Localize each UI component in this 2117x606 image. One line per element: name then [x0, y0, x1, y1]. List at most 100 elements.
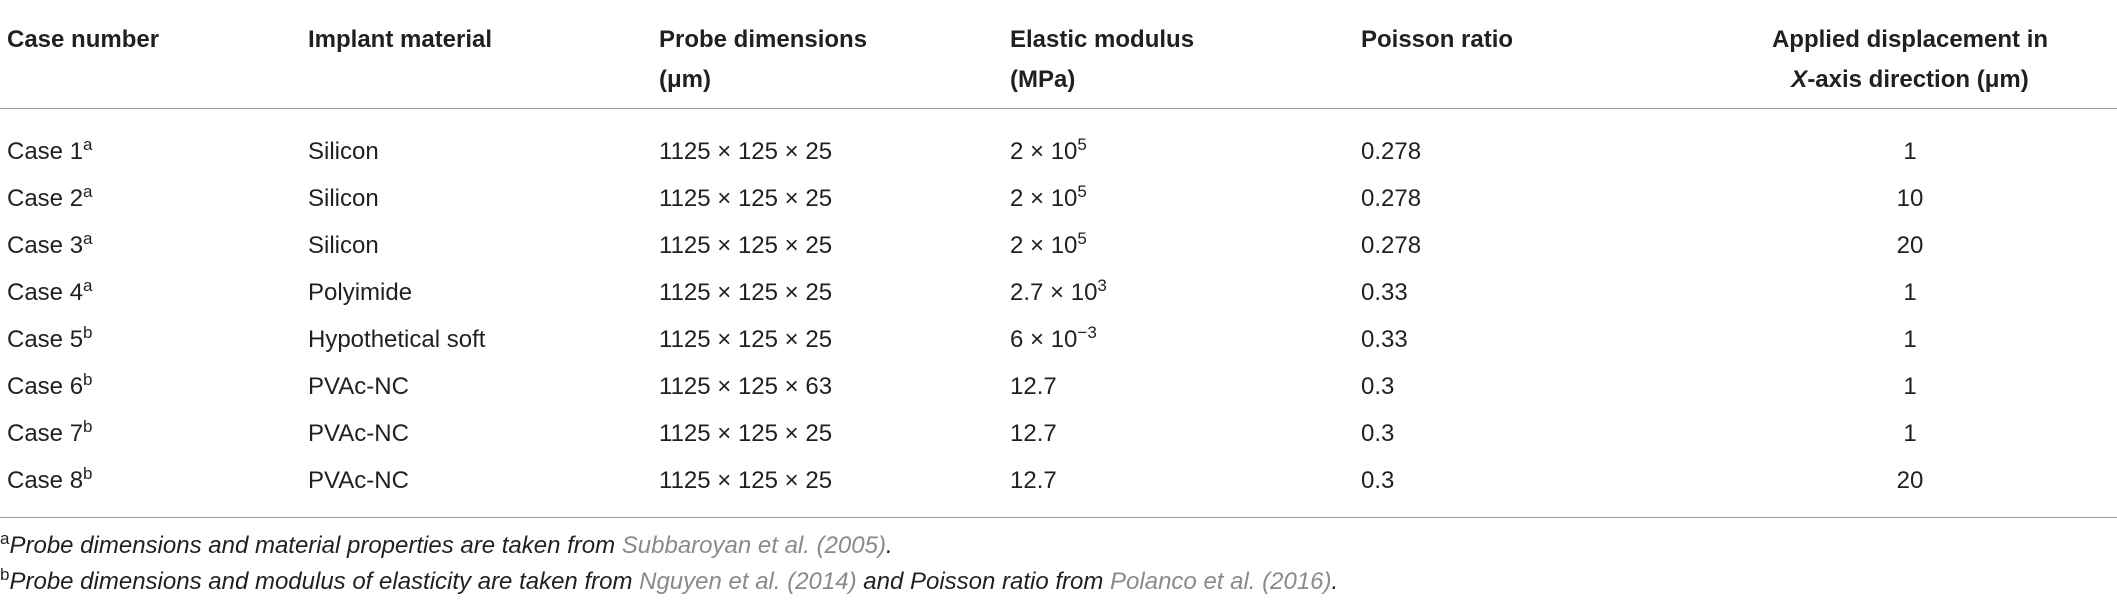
table-cell: Silicon [308, 226, 379, 266]
table-cell: 1125 × 125 × 25 [659, 320, 832, 360]
cell-text: 0.3 [1361, 467, 1395, 494]
table-cell: 20 [1660, 461, 2117, 501]
table-cell: 0.3 [1361, 367, 1394, 407]
table-cell: PVAc-NC [308, 414, 409, 454]
header-text: Implant material [308, 26, 493, 53]
footnote-text: Probe dimensions and material properties… [9, 532, 622, 559]
cell-text: 12.7 [1010, 467, 1057, 494]
header-cell: (μm) [659, 60, 711, 100]
superscript: b [83, 417, 93, 436]
table-cell: 10 [1660, 179, 2117, 219]
table-cell: 1 [1660, 414, 2117, 454]
table-cell: 1125 × 125 × 63 [659, 367, 832, 407]
cell-text: 1 [1903, 420, 1917, 447]
superscript: −3 [1077, 323, 1097, 342]
footnote: bProbe dimensions and modulus of elastic… [0, 565, 1339, 596]
table-cell: Silicon [308, 179, 379, 219]
table-cell: 0.33 [1361, 320, 1408, 360]
table-cell: 2 × 105 [1010, 179, 1087, 219]
header-text: -axis direction (μm) [1807, 66, 2029, 93]
cell-text: 2.7 × 10 [1010, 279, 1098, 306]
footnote-text: and Poisson ratio from [856, 568, 1111, 595]
cell-text: Case 2 [7, 185, 84, 212]
cell-text: Case 7 [7, 420, 84, 447]
table-cell: Case 1a [7, 132, 93, 172]
footnote-mark: b [0, 565, 10, 584]
table-cell: 0.278 [1361, 179, 1421, 219]
header-text: Elastic modulus [1010, 26, 1195, 53]
footnote-text: . [1331, 568, 1339, 595]
citation: Nguyen et al. (2014) [639, 568, 857, 595]
table-cell: 20 [1660, 226, 2117, 266]
cell-text: 1125 × 125 × 25 [659, 279, 833, 306]
cell-text: 1125 × 125 × 25 [659, 467, 833, 494]
cell-text: 10 [1896, 185, 1924, 212]
header-cell: (MPa) [1010, 60, 1075, 100]
superscript: a [83, 135, 93, 154]
cell-text: 0.3 [1361, 373, 1395, 400]
cell-text: 1 [1903, 138, 1917, 165]
cell-text: 1125 × 125 × 25 [659, 185, 833, 212]
cell-text: Polyimide [308, 279, 413, 306]
table-cell: 1125 × 125 × 25 [659, 273, 832, 313]
footnote-mark: a [0, 529, 10, 548]
cell-text: 1 [1903, 279, 1917, 306]
table-cell: 0.278 [1361, 132, 1421, 172]
header-cell: Applied displacement in [1660, 20, 2117, 60]
table-cell: 1 [1660, 132, 2117, 172]
cell-text: Silicon [308, 138, 379, 165]
superscript: 5 [1077, 135, 1087, 154]
table-cell: 0.3 [1361, 414, 1394, 454]
table-cell: 1125 × 125 × 25 [659, 179, 832, 219]
cell-text: 1125 × 125 × 63 [659, 373, 833, 400]
cell-text: 0.278 [1361, 138, 1422, 165]
cell-text: 2 × 10 [1010, 185, 1078, 212]
superscript: b [83, 370, 93, 389]
cell-text: 0.278 [1361, 232, 1422, 259]
table-cell: 1125 × 125 × 25 [659, 461, 832, 501]
header-text: (MPa) [1010, 66, 1076, 93]
cell-text: 0.33 [1361, 279, 1408, 306]
header-italic: X [1791, 66, 1808, 93]
footnote-text: Probe dimensions and modulus of elastici… [9, 568, 640, 595]
table-cell: 1125 × 125 × 25 [659, 226, 832, 266]
cell-text: 1125 × 125 × 25 [659, 138, 833, 165]
header-text: Probe dimensions [659, 26, 868, 53]
table-cell: Silicon [308, 132, 379, 172]
table-cell: 2 × 105 [1010, 226, 1087, 266]
superscript: b [83, 323, 93, 342]
table-cell: 0.3 [1361, 461, 1394, 501]
citation: Polanco et al. (2016) [1110, 568, 1332, 595]
cell-text: Case 4 [7, 279, 84, 306]
header-cell: Elastic modulus [1010, 20, 1194, 60]
citation: Subbaroyan et al. (2005) [621, 532, 886, 559]
cell-text: 0.33 [1361, 326, 1408, 353]
table-cell: 0.278 [1361, 226, 1421, 266]
header-text: Poisson ratio [1361, 26, 1514, 53]
cell-text: Case 6 [7, 373, 84, 400]
cell-text: 1125 × 125 × 25 [659, 326, 833, 353]
cell-text: 1125 × 125 × 25 [659, 232, 833, 259]
table-cell: 1 [1660, 320, 2117, 360]
bottom-rule [0, 517, 2117, 518]
table-cell: PVAc-NC [308, 461, 409, 501]
header-cell: X-axis direction (μm) [1660, 60, 2117, 100]
table-cell: Case 6b [7, 367, 93, 407]
cell-text: PVAc-NC [308, 420, 409, 447]
footnote-text: . [885, 532, 893, 559]
table-cell: Polyimide [308, 273, 412, 313]
table-cell: Hypothetical soft [308, 320, 485, 360]
header-rule [0, 108, 2117, 109]
cell-text: Hypothetical soft [308, 326, 486, 353]
cell-text: 12.7 [1010, 373, 1057, 400]
table-cell: Case 2a [7, 179, 93, 219]
cell-text: 0.278 [1361, 185, 1422, 212]
header-text: Case number [7, 26, 160, 53]
superscript: a [83, 276, 93, 295]
cell-text: Silicon [308, 232, 379, 259]
cell-text: 12.7 [1010, 420, 1057, 447]
cell-text: Case 1 [7, 138, 84, 165]
table-cell: 2.7 × 103 [1010, 273, 1107, 313]
table-cell: 1125 × 125 × 25 [659, 414, 832, 454]
